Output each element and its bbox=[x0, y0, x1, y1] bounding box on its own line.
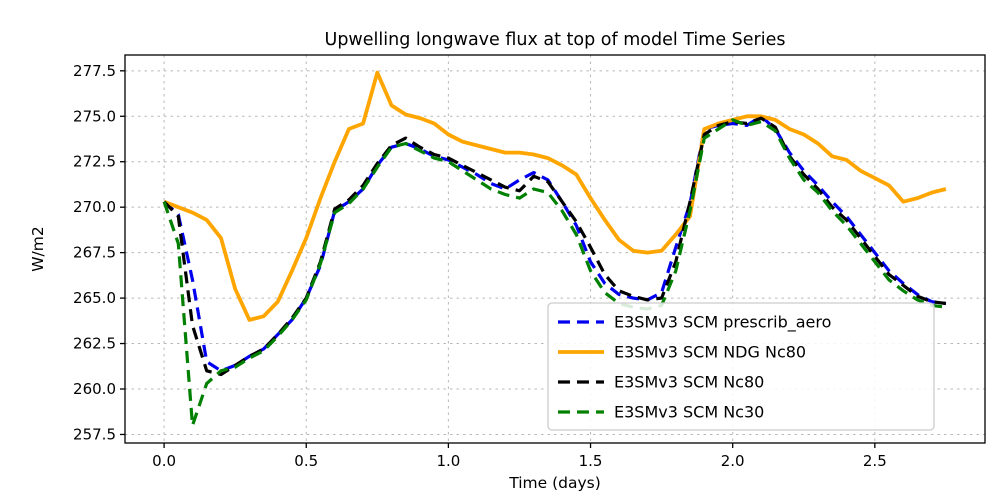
legend-label-ndg-nc80: E3SMv3 SCM NDG Nc80 bbox=[614, 343, 806, 362]
series-line-prescrib-aero bbox=[163, 114, 947, 373]
x-tick-label: 0.0 bbox=[152, 452, 176, 470]
series-line-nc30 bbox=[162, 118, 947, 427]
series-line-ndg-nc80 bbox=[163, 70, 947, 322]
y-tick-label: 277.5 bbox=[73, 62, 116, 80]
x-tick-label: 0.5 bbox=[294, 452, 318, 470]
x-tick-label: 2.0 bbox=[721, 452, 745, 470]
x-tick-label: 2.5 bbox=[863, 452, 887, 470]
plot-border bbox=[124, 54, 986, 444]
y-tick-label: 270.0 bbox=[73, 198, 116, 216]
chart-title: Upwelling longwave flux at top of model … bbox=[324, 30, 786, 50]
y-axis-label: W/m2 bbox=[29, 226, 47, 272]
legend-label-nc30: E3SMv3 SCM Nc30 bbox=[614, 403, 764, 422]
x-axis-label: Time (days) bbox=[509, 474, 601, 492]
legend-box bbox=[547, 302, 935, 431]
x-tick-label: 1.0 bbox=[436, 452, 460, 470]
y-tick-label: 267.5 bbox=[73, 244, 116, 262]
y-tick-label: 257.5 bbox=[73, 425, 116, 443]
y-tick-label: 275.0 bbox=[73, 107, 116, 125]
y-tick-label: 260.0 bbox=[73, 380, 116, 398]
y-tick-label: 272.5 bbox=[73, 153, 116, 171]
y-tick-label: 262.5 bbox=[73, 335, 116, 353]
legend-label-nc80: E3SMv3 SCM Nc80 bbox=[614, 373, 764, 392]
legend-label-prescrib-aero: E3SMv3 SCM prescrib_aero bbox=[614, 313, 831, 333]
y-tick-label: 265.0 bbox=[73, 289, 116, 307]
x-tick-label: 1.5 bbox=[579, 452, 603, 470]
